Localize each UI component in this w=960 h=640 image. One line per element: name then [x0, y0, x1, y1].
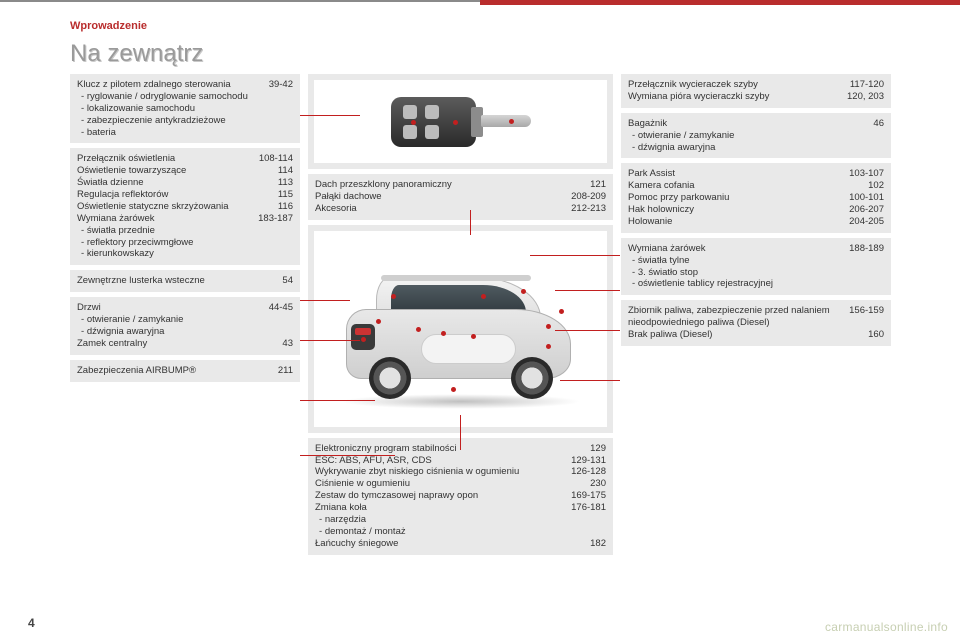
right-column: Przełącznik wycieraczek szyby117-120 Wym… [621, 74, 891, 555]
leader-line [555, 290, 620, 291]
middle-column: Dach przeszklony panoramiczny121 Pałąki … [308, 74, 613, 555]
callout-dot [521, 289, 526, 294]
leader-line [300, 400, 375, 401]
callout-dot [441, 331, 446, 336]
box-lighting: Przełącznik oświetlenia108-114 Oświetlen… [70, 148, 300, 265]
box-park: Park Assist103-107 Kamera cofania102 Pom… [621, 163, 891, 232]
section-name: Wprowadzenie [70, 20, 920, 32]
callout-dot [376, 319, 381, 324]
box-fuel: Zbiornik paliwa, zabezpieczenie przed na… [621, 300, 891, 346]
header-rule-left [0, 0, 480, 2]
page-title: Na zewnątrz Na zewnątrz [70, 40, 920, 68]
box-bulbs-rear: Wymiana żarówek188-189 światła tylne 3. … [621, 238, 891, 296]
watermark: carmanualsonline.info [825, 620, 948, 634]
leader-line [300, 300, 350, 301]
manual-page: Wprowadzenie Na zewnątrz Na zewnątrz Klu… [0, 0, 960, 640]
leader-line [470, 210, 471, 235]
callout-dot [416, 327, 421, 332]
content-columns: Klucz z pilotem zdalnego sterowania39-42… [70, 74, 920, 555]
callout-dot [471, 334, 476, 339]
page-number: 4 [28, 616, 35, 630]
callout-dot [361, 337, 366, 342]
callout-dot [391, 294, 396, 299]
left-column: Klucz z pilotem zdalnego sterowania39-42… [70, 74, 300, 555]
leader-line [300, 455, 395, 456]
header-rule-right [480, 0, 960, 5]
box-airbump: Zabezpieczenia AIRBUMP®211 [70, 360, 300, 382]
box-wipers: Przełącznik wycieraczek szyby117-120 Wym… [621, 74, 891, 108]
leader-line [300, 340, 360, 341]
box-doors: Drzwi44-45 otwieranie / zamykanie dźwign… [70, 297, 300, 355]
callout-dot [451, 387, 456, 392]
callout-dot [546, 344, 551, 349]
box-roof: Dach przeszklony panoramiczny121 Pałąki … [308, 174, 613, 220]
leader-line [530, 255, 620, 256]
leader-line [555, 330, 620, 331]
box-mirrors: Zewnętrzne lusterka wsteczne54 [70, 270, 300, 292]
callout-dot [559, 309, 564, 314]
keyfob-illustration [308, 74, 613, 169]
box-trunk: Bagażnik46 otwieranie / zamykanie dźwign… [621, 113, 891, 159]
leader-line [300, 115, 360, 116]
callout-dot [546, 324, 551, 329]
callout-dot [481, 294, 486, 299]
leader-line [460, 415, 461, 450]
leader-line [560, 380, 620, 381]
box-key: Klucz z pilotem zdalnego sterowania39-42… [70, 74, 300, 143]
